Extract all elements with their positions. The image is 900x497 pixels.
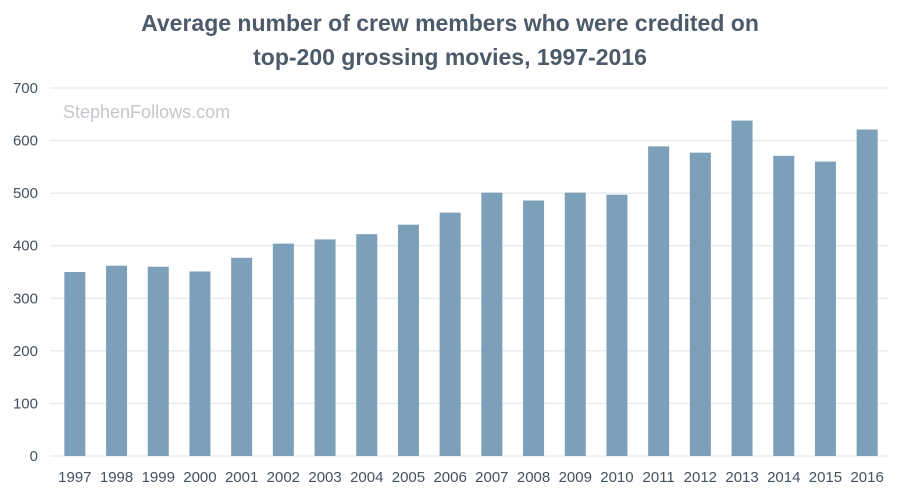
chart-title-line-2: top-200 grossing movies, 1997-2016 bbox=[253, 44, 647, 70]
x-tick-label-2013: 2013 bbox=[725, 469, 758, 486]
x-tick-label-2006: 2006 bbox=[433, 469, 466, 486]
bar-2004 bbox=[356, 234, 378, 456]
x-tick-label-2014: 2014 bbox=[767, 469, 800, 486]
bar-2005 bbox=[397, 224, 419, 456]
y-tick-label-200: 200 bbox=[13, 343, 38, 360]
bar-2013 bbox=[731, 120, 753, 456]
x-tick-label-2005: 2005 bbox=[392, 469, 425, 486]
bar-1998 bbox=[106, 265, 128, 456]
bar-1997 bbox=[64, 272, 86, 456]
bar-2001 bbox=[231, 257, 253, 456]
x-tick-label-2008: 2008 bbox=[517, 469, 550, 486]
x-tick-label-2009: 2009 bbox=[559, 469, 592, 486]
chart-title: Average number of crew members who were … bbox=[0, 6, 900, 74]
bar-2012 bbox=[689, 152, 711, 457]
y-tick-label-500: 500 bbox=[13, 185, 38, 202]
chart-title-line-1: Average number of crew members who were … bbox=[141, 10, 759, 36]
bar-1999 bbox=[147, 266, 169, 456]
watermark: StephenFollows.com bbox=[63, 102, 231, 122]
y-tick-label-700: 700 bbox=[13, 80, 38, 97]
x-tick-label-1999: 1999 bbox=[142, 469, 175, 486]
bar-2000 bbox=[189, 271, 211, 456]
x-tick-label-2002: 2002 bbox=[267, 469, 300, 486]
x-tick-label-2016: 2016 bbox=[850, 469, 883, 486]
y-tick-label-100: 100 bbox=[13, 395, 38, 412]
x-tick-label-2011: 2011 bbox=[643, 469, 675, 486]
x-tick-label-2001: 2001 bbox=[225, 469, 258, 486]
x-tick-label-1998: 1998 bbox=[100, 469, 133, 486]
x-tick-label-2015: 2015 bbox=[809, 469, 842, 486]
x-tick-label-2003: 2003 bbox=[308, 469, 341, 486]
bar-2011 bbox=[648, 146, 670, 456]
bar-2006 bbox=[439, 212, 461, 456]
y-tick-label-300: 300 bbox=[13, 290, 38, 307]
bar-2016 bbox=[856, 129, 878, 456]
bar-2007 bbox=[481, 192, 503, 457]
x-tick-label-1997: 1997 bbox=[58, 469, 91, 486]
bar-2015 bbox=[814, 161, 836, 456]
bar-2009 bbox=[564, 192, 586, 457]
bar-2010 bbox=[606, 194, 628, 456]
x-tick-label-2000: 2000 bbox=[183, 469, 216, 486]
x-tick-label-2007: 2007 bbox=[475, 469, 508, 486]
x-tick-label-2010: 2010 bbox=[600, 469, 633, 486]
bar-2003 bbox=[314, 239, 336, 456]
x-tick-label-2012: 2012 bbox=[684, 469, 717, 486]
bar-2002 bbox=[272, 243, 294, 456]
y-tick-label-400: 400 bbox=[13, 238, 38, 255]
x-tick-label-2004: 2004 bbox=[350, 469, 383, 486]
bar-2014 bbox=[773, 155, 795, 456]
bar-2008 bbox=[523, 200, 545, 456]
y-tick-label-600: 600 bbox=[13, 133, 38, 150]
y-tick-label-0: 0 bbox=[30, 448, 38, 465]
